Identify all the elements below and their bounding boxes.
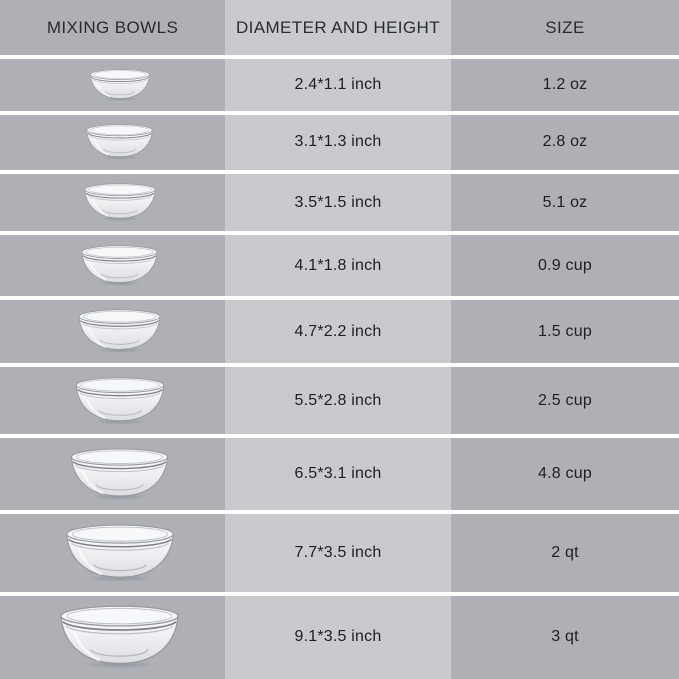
dimensions-value: 7.7*3.5 inch — [294, 544, 382, 562]
table-row: 5.5*2.8 inch 2.5 cup — [0, 363, 679, 435]
bowl-image-cell — [0, 595, 225, 679]
dimensions-value: 3.5*1.5 inch — [294, 193, 382, 211]
bowl-image-cell — [0, 438, 225, 511]
dimensions-value: 9.1*3.5 inch — [294, 628, 382, 646]
bowl-image-cell — [0, 514, 225, 592]
mixing-bowl-image — [64, 524, 176, 582]
mixing-bowl-image — [83, 183, 157, 221]
size-cell: 5.1 oz — [451, 173, 679, 232]
mixing-bowl-image — [77, 309, 162, 353]
mixing-bowl-image — [69, 448, 170, 501]
size-value: 2.8 oz — [542, 133, 588, 151]
dimensions-value: 3.1*1.3 inch — [294, 133, 382, 151]
size-cell: 0.9 cup — [451, 235, 679, 296]
size-value: 4.8 cup — [538, 465, 592, 483]
dimensions-value: 4.1*1.8 inch — [294, 256, 382, 274]
size-cell: 2.5 cup — [451, 367, 679, 435]
dimensions-cell: 9.1*3.5 inch — [225, 595, 451, 679]
dimensions-cell: 6.5*3.1 inch — [225, 438, 451, 511]
size-value: 2 qt — [551, 544, 579, 562]
header-diameter-height: DIAMETER AND HEIGHT — [225, 0, 451, 55]
bowl-image-cell — [0, 114, 225, 170]
dimensions-cell: 3.1*1.3 inch — [225, 114, 451, 170]
mixing-bowl-image — [74, 377, 166, 425]
size-value: 2.5 cup — [538, 391, 592, 409]
table-row: 7.7*3.5 inch 2 qt — [0, 510, 679, 592]
table-row: 9.1*3.5 inch 3 qt — [0, 591, 679, 679]
dimensions-cell: 7.7*3.5 inch — [225, 514, 451, 592]
dimensions-value: 4.7*2.2 inch — [294, 322, 382, 340]
header-size-label: SIZE — [545, 17, 585, 37]
dimensions-value: 5.5*2.8 inch — [294, 391, 382, 409]
bowl-image-cell — [0, 59, 225, 111]
table-row: 3.5*1.5 inch 5.1 oz — [0, 169, 679, 232]
size-cell: 2 qt — [451, 514, 679, 592]
mixing-bowl-image — [80, 245, 159, 286]
dimensions-cell: 5.5*2.8 inch — [225, 367, 451, 435]
header-diameter-height-label: DIAMETER AND HEIGHT — [235, 17, 441, 37]
size-cell: 2.8 oz — [451, 114, 679, 170]
header-mixing-bowls-label: MIXING BOWLS — [46, 17, 179, 37]
header-mixing-bowls: MIXING BOWLS — [0, 0, 225, 55]
size-value: 1.2 oz — [542, 75, 588, 93]
dimensions-value: 6.5*3.1 inch — [294, 465, 382, 483]
size-value: 1.5 cup — [538, 322, 592, 340]
table-row: 4.7*2.2 inch 1.5 cup — [0, 295, 679, 364]
table-row: 4.1*1.8 inch 0.9 cup — [0, 231, 679, 296]
size-cell: 1.2 oz — [451, 59, 679, 111]
mixing-bowl-image — [85, 124, 154, 160]
table-row: 6.5*3.1 inch 4.8 cup — [0, 434, 679, 511]
dimensions-cell: 3.5*1.5 inch — [225, 173, 451, 232]
size-cell: 3 qt — [451, 595, 679, 679]
header-size: SIZE — [451, 0, 679, 55]
size-value: 0.9 cup — [538, 256, 592, 274]
size-cell: 4.8 cup — [451, 438, 679, 511]
dimensions-cell: 2.4*1.1 inch — [225, 59, 451, 111]
dimensions-cell: 4.1*1.8 inch — [225, 235, 451, 296]
table-row: 2.4*1.1 inch 1.2 oz — [0, 55, 679, 111]
size-cell: 1.5 cup — [451, 299, 679, 364]
size-value: 3 qt — [551, 628, 579, 646]
size-value: 5.1 oz — [542, 193, 588, 211]
mixing-bowl-image — [89, 69, 151, 101]
mixing-bowl-image — [58, 605, 181, 669]
bowl-image-cell — [0, 173, 225, 232]
table-header-row: MIXING BOWLS DIAMETER AND HEIGHT SIZE — [0, 0, 679, 55]
bowl-image-cell — [0, 299, 225, 364]
table-row: 3.1*1.3 inch 2.8 oz — [0, 110, 679, 170]
dimensions-value: 2.4*1.1 inch — [294, 75, 382, 93]
bowl-image-cell — [0, 235, 225, 296]
bowl-image-cell — [0, 367, 225, 435]
dimensions-cell: 4.7*2.2 inch — [225, 299, 451, 364]
